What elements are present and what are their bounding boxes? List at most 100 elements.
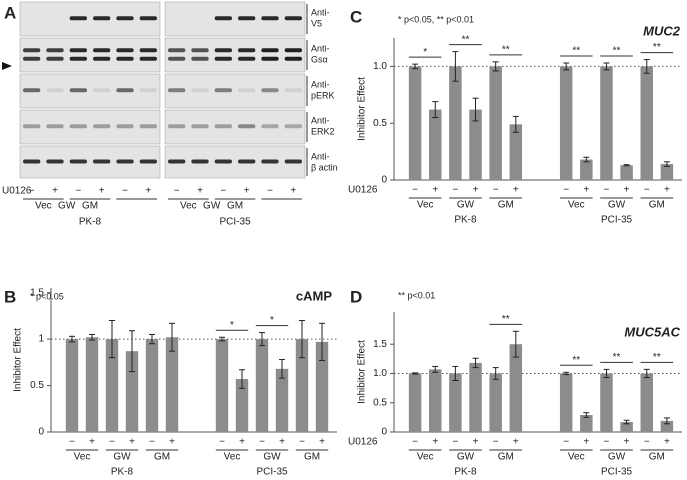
note: * p<0.05, ** p<0.01	[398, 14, 474, 24]
x-tick-label: +	[624, 437, 630, 448]
bar	[620, 422, 633, 432]
blot-band	[214, 124, 232, 129]
bar	[489, 373, 502, 432]
blot-band	[191, 48, 209, 53]
bar	[469, 362, 482, 432]
treatment-label: U0126	[348, 437, 378, 448]
blot-label: Anti-	[311, 43, 330, 53]
blot-band	[191, 56, 209, 61]
sign-label: +	[244, 186, 250, 197]
significance-label: **	[653, 352, 661, 363]
y-tick-label: 0	[381, 175, 387, 186]
blot-band	[214, 16, 232, 21]
x-tick-label: +	[583, 185, 589, 196]
blot-band	[46, 48, 64, 53]
bar	[235, 379, 249, 432]
group-label: GM	[649, 200, 665, 211]
significance-label: *	[423, 47, 427, 58]
sign-label: +	[52, 186, 58, 197]
blot-band	[46, 56, 64, 61]
y-tick-label: 1.0	[373, 368, 387, 379]
blot-strip	[19, 73, 161, 109]
blot-strip	[19, 145, 161, 179]
treatment-label: U0126	[348, 185, 378, 196]
bar	[559, 66, 573, 180]
x-tick-label: −	[563, 437, 569, 448]
blot-band	[284, 16, 302, 21]
group-label: GW	[263, 452, 281, 463]
x-tick-label: +	[583, 437, 589, 448]
blot-strip	[19, 37, 161, 73]
group-label: GW	[457, 200, 475, 211]
bar	[600, 66, 613, 180]
group-label: Vec	[417, 452, 434, 463]
blot-band	[116, 16, 134, 21]
group-label: GW	[457, 452, 475, 463]
y-tick-label: 1	[38, 334, 44, 345]
blot-band	[23, 124, 41, 129]
group-label: GW	[113, 452, 131, 463]
blot-band	[46, 159, 64, 164]
group-label: Vec	[74, 452, 91, 463]
x-tick-label: +	[513, 185, 519, 196]
x-tick-label: −	[69, 437, 75, 448]
x-tick-label: −	[644, 185, 650, 196]
group-label: GM	[82, 201, 98, 212]
blot-band	[238, 159, 256, 164]
bar	[65, 339, 79, 432]
bar	[600, 373, 613, 432]
note: ** p<0.01	[398, 290, 435, 300]
group-label: GM	[649, 452, 665, 463]
y-tick-label: 0	[38, 427, 44, 438]
y-axis-label: Inhibitor Effect	[13, 328, 24, 392]
line-label: PCI-35	[256, 467, 288, 478]
significance-label: **	[462, 34, 470, 45]
x-tick-label: +	[432, 185, 438, 196]
blot-band	[23, 88, 41, 93]
blot-band	[168, 88, 186, 93]
line-label: PCI-35	[601, 215, 633, 226]
bar	[165, 337, 179, 432]
bar	[509, 124, 523, 180]
group-label: Vec	[417, 200, 434, 211]
blot-band	[284, 48, 302, 53]
significance-label: **	[502, 44, 510, 55]
blot-band	[238, 124, 256, 129]
x-tick-label: +	[513, 437, 519, 448]
bar	[620, 165, 633, 180]
x-tick-label: −	[452, 185, 458, 196]
blot-band	[116, 124, 134, 129]
bar	[215, 339, 229, 432]
x-tick-label: +	[432, 437, 438, 448]
y-tick-label: 0.5	[373, 397, 387, 408]
blot-band	[261, 124, 279, 129]
blot-band	[93, 88, 111, 93]
sign-label: +	[99, 186, 105, 197]
blot-band	[69, 88, 87, 93]
blot-band	[69, 16, 87, 21]
blot-band	[69, 48, 87, 53]
sign-label: −	[267, 186, 273, 197]
x-tick-label: +	[624, 185, 630, 196]
bar	[275, 368, 289, 432]
blot-band	[168, 56, 186, 61]
group-label: Vec	[180, 201, 197, 212]
blot-band	[23, 48, 41, 53]
blot-band	[261, 159, 279, 164]
x-tick-label: −	[299, 437, 305, 448]
bar	[408, 373, 422, 432]
blot-band	[284, 56, 302, 61]
blot-band	[139, 88, 157, 93]
blot-band	[191, 159, 209, 164]
chart-title: cAMP	[296, 288, 332, 303]
significance-label: **	[653, 42, 661, 53]
group-label: GW	[608, 200, 626, 211]
panel-letter: D	[350, 287, 362, 306]
x-tick-label: −	[149, 437, 155, 448]
x-tick-label: −	[604, 437, 610, 448]
blot-band	[46, 124, 64, 129]
significance-label: **	[502, 314, 510, 325]
bar	[125, 351, 139, 432]
blot-band	[69, 124, 87, 129]
